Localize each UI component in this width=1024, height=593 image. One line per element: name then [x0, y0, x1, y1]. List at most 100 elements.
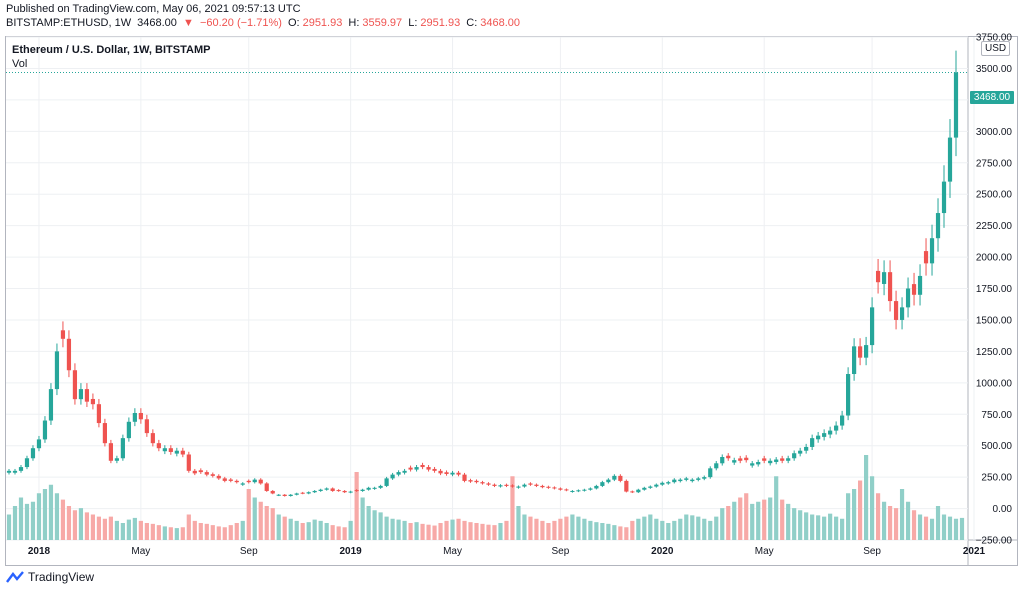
candle-body: [444, 472, 449, 474]
volume-bar: [324, 523, 329, 540]
candle-body: [744, 457, 749, 461]
candle-body: [300, 492, 305, 494]
candle-body: [923, 251, 929, 264]
y-tick-label: 3000.00: [976, 127, 1013, 138]
candle-body: [582, 489, 587, 491]
candle-body: [156, 443, 161, 449]
volume-bar: [612, 525, 617, 540]
candle-body: [600, 482, 605, 486]
candle-body: [893, 301, 899, 320]
candle-body: [935, 213, 941, 239]
candle-body: [78, 389, 84, 400]
candle-body: [240, 483, 245, 485]
volume-bar: [588, 520, 593, 540]
volume-bar: [474, 523, 479, 540]
candle-body: [348, 491, 353, 493]
volume-bar: [264, 506, 269, 540]
volume-bar: [354, 472, 359, 540]
candle-body: [234, 480, 239, 483]
candle-body: [390, 474, 395, 479]
volume-bar: [708, 520, 713, 540]
volume-bar: [390, 518, 395, 540]
volume-bar: [510, 476, 515, 540]
volume-bar: [899, 489, 905, 540]
candle-body: [456, 472, 461, 475]
tradingview-logo-icon: [6, 571, 24, 583]
volume-bar: [282, 516, 287, 540]
price-change: −60.20 (−1.71%): [199, 17, 282, 29]
volume-bar: [810, 514, 815, 540]
volume-bar: [336, 526, 341, 540]
volume-bar: [618, 526, 623, 540]
volume-bar: [648, 514, 653, 540]
candle-body: [522, 484, 527, 487]
open-label: O:: [287, 17, 300, 29]
candle-body: [72, 370, 78, 400]
candle-body: [378, 485, 383, 488]
volume-bar: [444, 520, 449, 540]
volume-bar: [276, 514, 281, 540]
volume-bar: [750, 503, 755, 540]
volume-bar: [606, 523, 611, 540]
x-tick-label: Sep: [240, 546, 258, 557]
volume-bar: [132, 517, 137, 540]
candle-body: [198, 470, 203, 473]
volume-bar: [96, 516, 102, 540]
volume-bar: [492, 525, 497, 540]
candle-body: [264, 483, 269, 491]
volume-bar: [342, 527, 347, 540]
candle-body: [270, 490, 275, 494]
close-value: 3468.00: [480, 17, 521, 29]
volume-bar: [570, 514, 575, 540]
candle-body: [102, 423, 107, 444]
candle-body: [804, 446, 809, 451]
candle-body: [624, 480, 629, 492]
volume-bar: [204, 523, 209, 540]
candle-body: [282, 494, 287, 496]
volume-bar: [816, 515, 821, 540]
currency-button[interactable]: USD: [981, 41, 1011, 56]
volume-bar: [522, 514, 527, 540]
volume-bar: [498, 523, 503, 540]
volume-bar: [126, 519, 131, 540]
candle-body: [869, 307, 875, 346]
volume-bar: [893, 508, 899, 540]
candle-body: [750, 463, 755, 466]
volume-bar: [852, 489, 857, 540]
candle-body: [162, 448, 167, 452]
candle-body: [474, 480, 479, 483]
volume-bar: [330, 525, 335, 540]
volume-bar: [947, 516, 953, 540]
volume-bar: [941, 514, 947, 540]
last-price: 3468.00: [137, 17, 177, 29]
candle-body: [887, 272, 893, 302]
candle-body: [6, 470, 12, 473]
candle-body: [588, 488, 593, 490]
volume-bar: [138, 520, 143, 540]
volume-bar: [360, 497, 365, 540]
candle-body: [792, 453, 797, 459]
y-tick-label: 1500.00: [976, 315, 1013, 326]
volume-bar: [144, 523, 149, 540]
volume-bar: [834, 516, 839, 540]
candle-body: [12, 470, 18, 473]
candle-body: [714, 463, 719, 469]
volume-bar: [402, 520, 407, 540]
candle-body: [858, 346, 863, 358]
volume-bar: [869, 476, 875, 540]
volume-bar: [60, 499, 66, 540]
volume-bar: [258, 501, 263, 540]
volume-bar: [732, 501, 737, 540]
candle-body: [384, 478, 389, 486]
volume-bar: [198, 523, 203, 540]
volume-bar: [462, 520, 467, 540]
volume-bar: [840, 518, 845, 540]
candle-body: [498, 485, 503, 487]
candle-body: [432, 468, 437, 471]
volume-bar: [887, 506, 893, 540]
volume-bar: [726, 506, 731, 540]
candle-body: [360, 489, 365, 491]
tradingview-logo[interactable]: TradingView: [6, 570, 94, 584]
volume-bar: [630, 520, 635, 540]
